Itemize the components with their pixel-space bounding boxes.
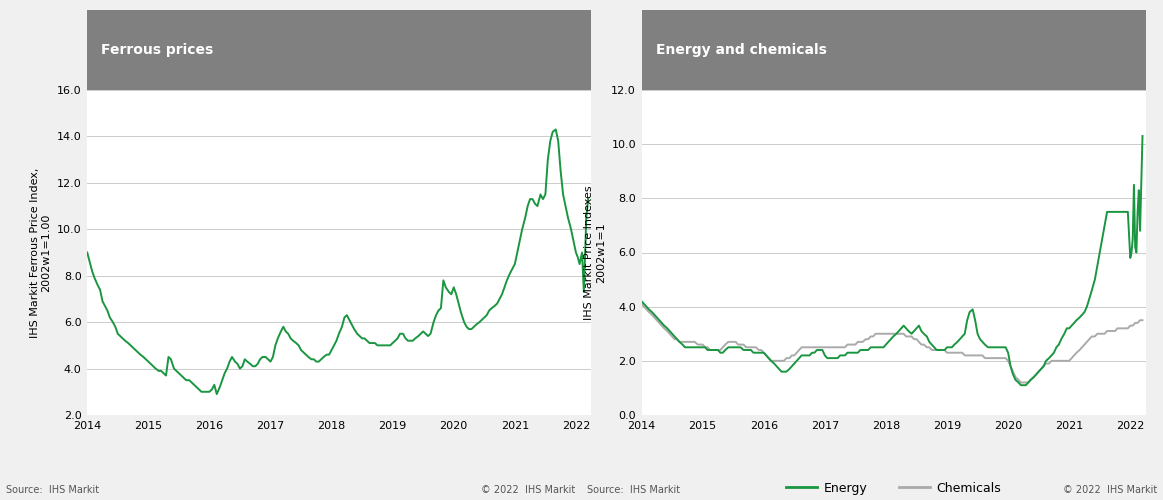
Text: Energy and chemicals: Energy and chemicals xyxy=(656,43,827,57)
Text: Source:  IHS Markit: Source: IHS Markit xyxy=(587,485,680,495)
Y-axis label: IHS Markit Price Indexes
2002w1=1: IHS Markit Price Indexes 2002w1=1 xyxy=(584,185,606,320)
Text: Ferrous prices: Ferrous prices xyxy=(101,43,214,57)
Text: © 2022  IHS Markit: © 2022 IHS Markit xyxy=(481,485,576,495)
Legend: Energy, Chemicals: Energy, Chemicals xyxy=(782,477,1006,500)
Text: © 2022  IHS Markit: © 2022 IHS Markit xyxy=(1063,485,1157,495)
Text: Source:  IHS Markit: Source: IHS Markit xyxy=(6,485,99,495)
Y-axis label: IHS Markit Ferrous Price Index,
2002w1=1.00: IHS Markit Ferrous Price Index, 2002w1=1… xyxy=(30,168,51,338)
